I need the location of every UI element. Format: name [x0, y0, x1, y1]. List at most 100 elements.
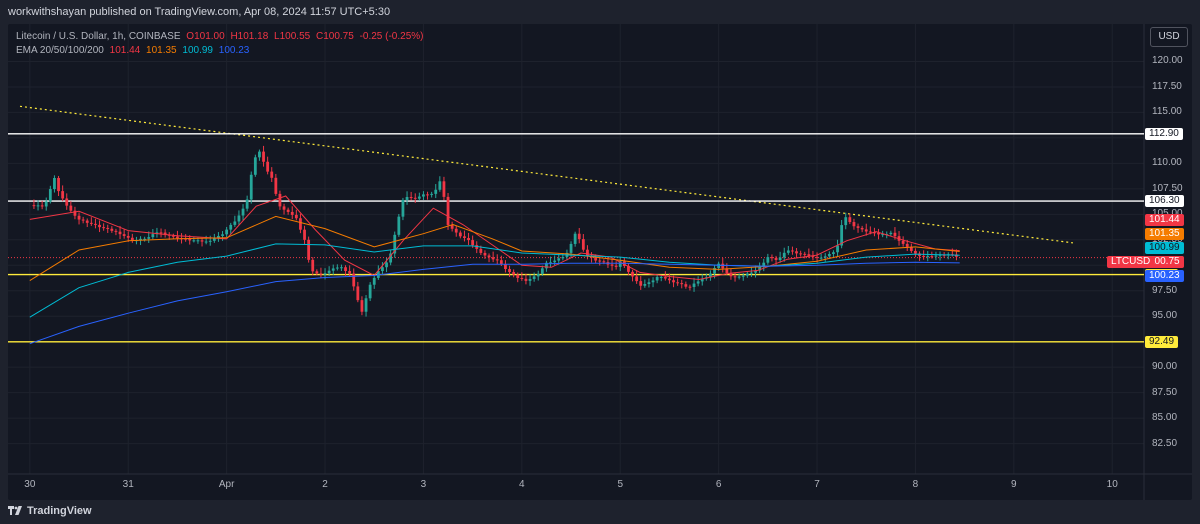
trend-line — [19, 105, 1073, 244]
candle-body — [315, 271, 319, 274]
ema200-value: 100.23 — [218, 45, 250, 56]
candle-body — [573, 233, 577, 244]
candle-body — [253, 157, 257, 175]
candle-body — [545, 262, 548, 269]
candle-body — [352, 273, 356, 287]
candle-body — [491, 257, 495, 260]
candle-body — [754, 270, 757, 273]
ema-price-tag: 101.35 — [1145, 228, 1184, 240]
candle-body — [270, 171, 274, 178]
candle-body — [733, 276, 737, 278]
candle-body — [454, 228, 458, 233]
candle-body — [557, 258, 561, 261]
candle-body — [229, 224, 233, 230]
chart-panel[interactable] — [8, 24, 1192, 500]
time-tick-label: 8 — [912, 479, 919, 490]
candle-body — [188, 238, 192, 241]
candle-body — [807, 254, 811, 257]
candle-body — [651, 280, 655, 283]
candle-body — [340, 267, 343, 269]
candle-body — [696, 281, 700, 284]
time-tick-label: 3 — [420, 479, 427, 490]
candle-body — [893, 232, 897, 237]
candle-body — [77, 215, 81, 220]
candle-body — [856, 226, 860, 228]
candle-body — [40, 205, 44, 207]
top-bar — [0, 0, 1200, 24]
candle-body — [610, 264, 614, 266]
candle-body — [495, 259, 499, 261]
candle-body — [512, 272, 516, 275]
candle-body — [356, 286, 360, 301]
candle-body — [241, 208, 245, 216]
candle-body — [713, 267, 716, 274]
candle-body — [827, 253, 831, 257]
currency-button[interactable]: USD — [1150, 27, 1188, 47]
candle-body — [331, 268, 335, 271]
candle-body — [639, 281, 643, 286]
candle-body — [204, 241, 208, 243]
candle-body — [668, 278, 671, 281]
candle-body — [393, 234, 397, 254]
candle-body — [471, 240, 475, 246]
candle-body — [434, 189, 438, 194]
candle-body — [832, 252, 835, 254]
candle-body — [89, 222, 93, 224]
candle-body — [762, 262, 766, 267]
candle-body — [311, 259, 315, 272]
candle-body — [663, 276, 667, 279]
candle-body — [110, 228, 114, 231]
candle-body — [602, 261, 606, 263]
candle-body — [499, 260, 503, 264]
candle-body — [680, 283, 684, 285]
candle-body — [877, 232, 880, 235]
level-price-tag: 112.90 — [1145, 127, 1183, 140]
candle-body — [299, 218, 302, 230]
candle-body — [586, 249, 589, 256]
candle-body — [508, 269, 511, 273]
candle-body — [774, 257, 778, 261]
candle-body — [524, 278, 528, 281]
candle-body — [684, 284, 688, 287]
candle-body — [282, 206, 286, 210]
candle-body — [364, 298, 368, 312]
candle-body — [335, 267, 339, 269]
candle-body — [85, 220, 89, 223]
candle-body — [196, 240, 200, 242]
tradingview-logo[interactable]: TradingView — [8, 505, 92, 517]
candle-body — [487, 255, 491, 258]
candle-body — [266, 161, 270, 172]
candle-body — [594, 257, 598, 261]
candle-body — [221, 234, 224, 236]
candles — [32, 145, 958, 317]
candle-body — [848, 217, 852, 223]
open-value: O101.00 — [186, 31, 225, 42]
ema20-value: 101.44 — [109, 45, 141, 56]
time-tick-label: Apr — [218, 479, 235, 490]
candle-body — [725, 268, 729, 273]
candle-body — [225, 229, 229, 235]
candle-body — [450, 224, 454, 229]
candle-body — [700, 278, 704, 282]
high-value: H101.18 — [230, 31, 269, 42]
candle-body — [938, 254, 942, 256]
ema-line-1 — [29, 195, 960, 281]
price-tick-label: 87.50 — [1152, 386, 1178, 398]
candle-body — [782, 252, 786, 258]
price-chart[interactable] — [8, 24, 1192, 500]
candle-body — [61, 191, 65, 199]
candle-body — [532, 276, 536, 279]
candle-body — [823, 256, 827, 258]
time-tick-label: 5 — [617, 479, 624, 490]
candle-body — [627, 265, 630, 272]
candle-body — [249, 174, 253, 200]
ema-price-tag: 101.44 — [1145, 214, 1184, 226]
candle-body — [479, 248, 483, 253]
time-tick-label: 31 — [122, 479, 134, 490]
candle-body — [208, 240, 212, 242]
candle-body — [598, 260, 602, 262]
ema-line-2 — [29, 215, 960, 282]
candle-body — [217, 235, 220, 239]
candle-body — [274, 177, 278, 194]
candle-body — [860, 227, 864, 230]
